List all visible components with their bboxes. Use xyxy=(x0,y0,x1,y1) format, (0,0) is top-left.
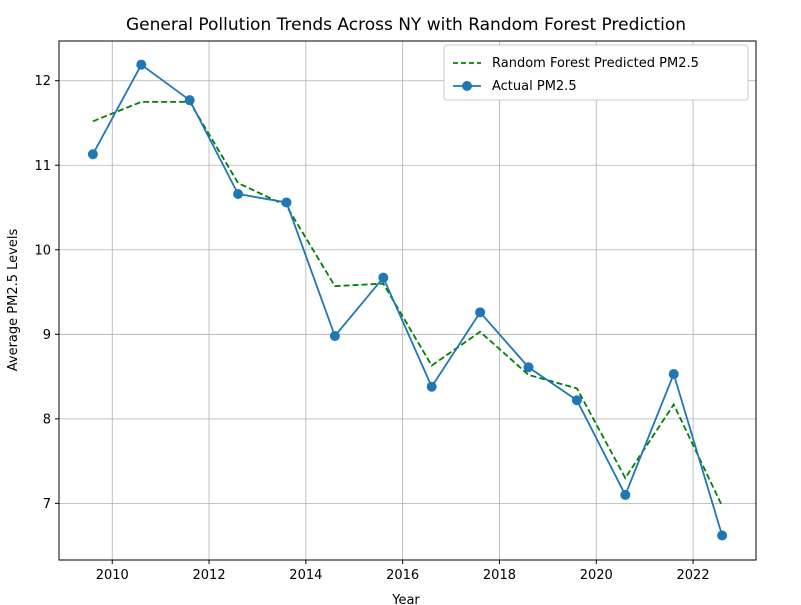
actual-data-point xyxy=(281,197,292,208)
grid xyxy=(59,41,756,560)
x-axis: 2010 2012 2014 2016 2018 2020 2022 xyxy=(96,560,710,583)
x-tick-label: 2010 xyxy=(96,568,129,583)
y-axis-label: Average PM2.5 Levels xyxy=(6,229,21,372)
x-axis-label: Year xyxy=(391,593,420,605)
actual-data-point xyxy=(668,369,679,380)
y-axis: 7 8 9 10 11 12 xyxy=(34,74,59,512)
x-tick-label: 2022 xyxy=(677,568,710,583)
legend-box xyxy=(443,44,749,101)
actual-data-point xyxy=(426,381,437,392)
actual-data-point xyxy=(717,530,728,541)
actual-data-point xyxy=(184,95,195,106)
y-tick-label: 7 xyxy=(43,497,51,512)
x-tick-label: 2016 xyxy=(386,568,419,583)
predicted-series-line xyxy=(92,100,723,507)
actual-data-point xyxy=(378,272,389,283)
y-tick-label: 10 xyxy=(34,243,51,258)
actual-data-point xyxy=(475,307,486,318)
chart-title: General Pollution Trends Across NY with … xyxy=(126,15,686,35)
x-tick-label: 2018 xyxy=(483,568,516,583)
legend-actual-marker xyxy=(462,81,472,91)
actual-data-point xyxy=(136,59,147,70)
actual-series-line xyxy=(92,63,723,536)
actual-data-point xyxy=(233,188,244,199)
actual-data-point xyxy=(329,331,340,342)
y-tick-label: 11 xyxy=(34,159,51,174)
series-layer xyxy=(87,59,728,541)
actual-data-point xyxy=(87,149,98,160)
legend-predicted-label: Random Forest Predicted PM2.5 xyxy=(492,56,699,71)
actual-data-point xyxy=(523,362,534,373)
y-tick-label: 9 xyxy=(43,328,51,343)
x-tick-label: 2014 xyxy=(289,568,322,583)
y-tick-label: 8 xyxy=(43,412,51,427)
plot-frame xyxy=(58,40,757,561)
legend-actual-label: Actual PM2.5 xyxy=(492,79,577,94)
legend: Random Forest Predicted PM2.5 Actual PM2… xyxy=(443,44,749,101)
actual-data-point xyxy=(571,395,582,406)
y-tick-label: 12 xyxy=(34,74,51,89)
x-tick-label: 2012 xyxy=(193,568,226,583)
actual-data-point xyxy=(620,489,631,500)
x-tick-label: 2020 xyxy=(580,568,613,583)
